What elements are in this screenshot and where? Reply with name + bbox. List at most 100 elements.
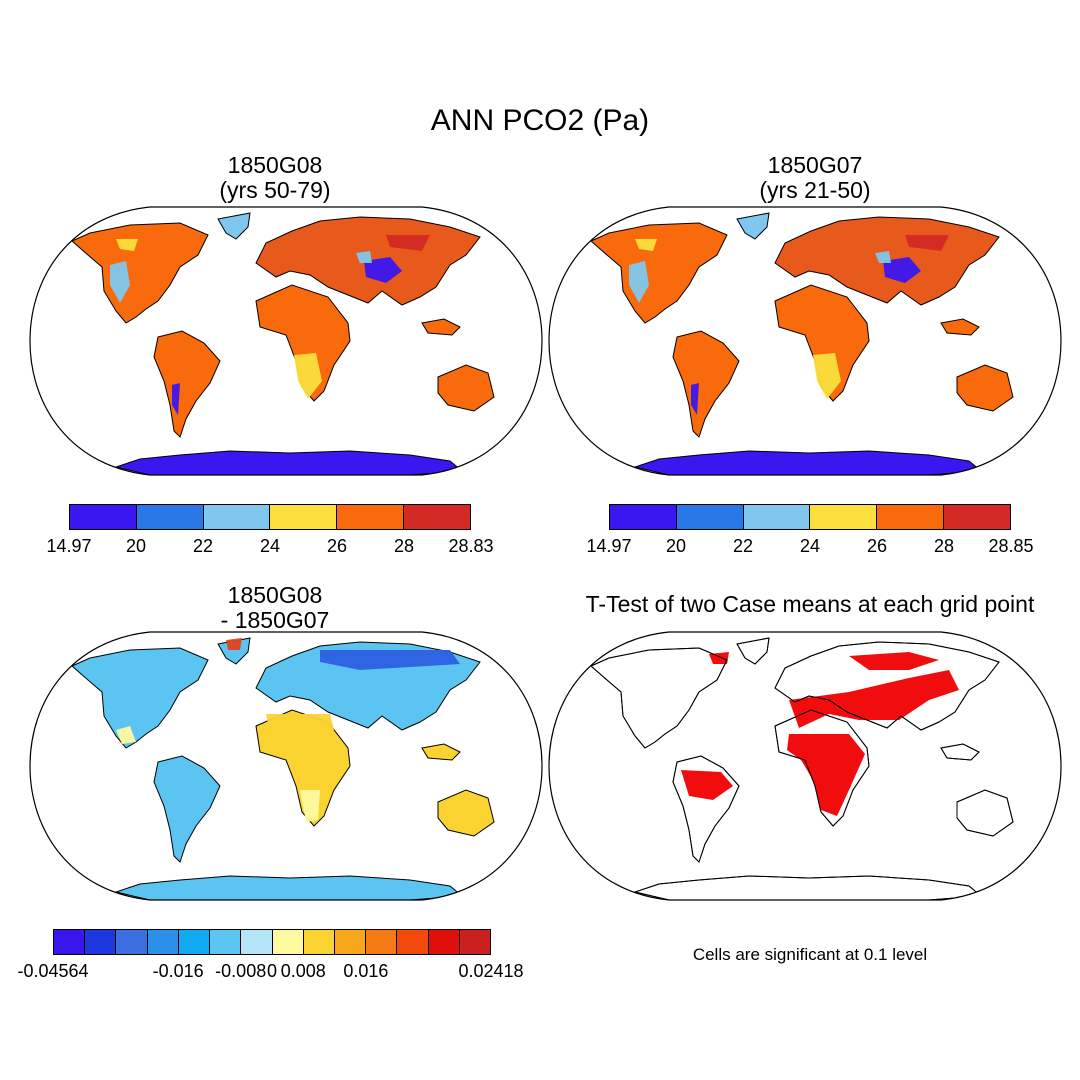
- panel2-map: [548, 206, 1062, 476]
- colorbar-tick-label: -0.04564: [17, 961, 89, 981]
- amazon-sig-patch: [681, 770, 733, 800]
- land-na: [71, 222, 209, 324]
- panel1-title-line2: (yrs 50-79): [219, 177, 331, 203]
- land-africa: [255, 284, 351, 402]
- colorbar-swatch: [116, 930, 148, 954]
- land-australia: [956, 364, 1014, 412]
- colorbar-swatch: [70, 505, 137, 529]
- colorbar-swatch: [944, 505, 1010, 529]
- colorbar-tick-label: 0: [266, 961, 278, 981]
- panel4-map: [548, 631, 1062, 901]
- andes-patch: [172, 383, 180, 415]
- coast-greenland: [736, 637, 770, 665]
- colorbar-tick-label: -0.016: [152, 961, 204, 981]
- africa-sig-patch: [787, 734, 865, 816]
- land-antarctica: [114, 450, 464, 475]
- colorbar-swatch: [337, 505, 405, 529]
- coast-africa: [774, 709, 870, 827]
- coast-eurasia: [774, 641, 1000, 731]
- map-layer: [590, 212, 1014, 475]
- colorbar-tick-label: 26: [866, 536, 888, 556]
- colorbar-swatch: [459, 930, 491, 954]
- canada-patch: [635, 239, 657, 251]
- panel2-title: 1850G07 (yrs 21-50): [580, 153, 1050, 203]
- colorbar-tick-label: 22: [732, 536, 754, 556]
- colorbar-tick-label: 0.016: [343, 961, 389, 981]
- asia-ring-patch: [356, 251, 372, 263]
- land-sa: [672, 330, 740, 438]
- colorbar-swatch: [210, 930, 242, 954]
- colorbar-swatch: [743, 505, 811, 529]
- s-africa-patch: [294, 353, 322, 399]
- panel2-title-line1: 1850G07: [767, 152, 863, 178]
- panel3-map: [29, 631, 543, 901]
- colorbar-swatch: [241, 930, 273, 954]
- colorbar-swatch: [203, 505, 271, 529]
- tibet-patch: [364, 257, 402, 283]
- colorbar-tick-label: 14.97: [586, 536, 632, 556]
- rockies-patch: [629, 261, 649, 303]
- colorbar-swatch: [676, 505, 744, 529]
- land-na: [71, 647, 209, 749]
- rockies-patch: [110, 261, 130, 303]
- russia-sig-patch: [849, 652, 939, 670]
- andes-patch: [691, 383, 699, 415]
- colorbar-swatch: [428, 930, 460, 954]
- siberia-patch: [905, 235, 949, 251]
- colorbar-tick-label: 24: [799, 536, 821, 556]
- land-australia: [437, 364, 495, 412]
- map-layer: [71, 212, 495, 475]
- map-layer: [590, 637, 1014, 900]
- s-africa-light-patch: [300, 790, 320, 822]
- land-indonesia: [421, 318, 461, 336]
- tibet-patch: [883, 257, 921, 283]
- colorbar-swatch: [810, 505, 878, 529]
- colorbar-swatch: [303, 930, 335, 954]
- land-antarctica: [633, 450, 983, 475]
- colorbar-swatch: [270, 505, 338, 529]
- colorbar-swatch: [397, 930, 429, 954]
- colorbar-swatch: [147, 930, 179, 954]
- coast-na: [590, 647, 728, 749]
- significance-note: Cells are significant at 0.1 level: [692, 945, 928, 964]
- mexico-patch: [116, 726, 136, 744]
- colorbar-tick-label: 0.02418: [458, 961, 524, 981]
- canada-patch: [116, 239, 138, 251]
- colorbar-tick-label: 14.97: [46, 536, 92, 556]
- land-antarctica: [114, 875, 464, 900]
- colorbar-swatch: [366, 930, 398, 954]
- land-sa: [153, 330, 221, 438]
- colorbar-tick-label: 24: [259, 536, 281, 556]
- colorbar-swatch: [610, 505, 677, 529]
- colorbar-tick-label: 28: [393, 536, 415, 556]
- colorbar-tick-label: 20: [665, 536, 687, 556]
- colorbar-swatch: [877, 505, 945, 529]
- panel4-title: T-Test of two Case means at each grid po…: [585, 591, 1035, 617]
- sahara-patch: [266, 714, 334, 734]
- colorbar-swatch: [136, 505, 204, 529]
- land-sa: [153, 755, 221, 863]
- land-africa: [774, 284, 870, 402]
- land-greenland: [217, 637, 251, 665]
- main-title: ANN PCO2 (Pa): [430, 104, 650, 137]
- panel2-title-line2: (yrs 21-50): [759, 177, 871, 203]
- land-greenland: [736, 637, 770, 665]
- s-africa-patch: [813, 353, 841, 399]
- siberia-patch: [386, 235, 430, 251]
- colorbar-swatch: [334, 930, 367, 954]
- coast-australia: [956, 789, 1014, 837]
- panel1-title: 1850G08 (yrs 50-79): [40, 153, 510, 203]
- land-na: [590, 222, 728, 324]
- land-indonesia: [421, 743, 461, 761]
- colorbar-swatch: [85, 930, 117, 954]
- land-indonesia: [940, 318, 980, 336]
- n-eurasia-patch: [320, 650, 460, 670]
- map-frame: [29, 631, 543, 901]
- map-frame: [548, 206, 1062, 476]
- colorbar-tick-label: 20: [125, 536, 147, 556]
- colorbar-tick-label: -0.008: [215, 961, 267, 981]
- panel3-title-line1: 1850G08: [227, 582, 323, 608]
- coast-indonesia: [940, 743, 980, 761]
- panel3-colorbar: [53, 929, 491, 955]
- land-greenland: [736, 212, 770, 240]
